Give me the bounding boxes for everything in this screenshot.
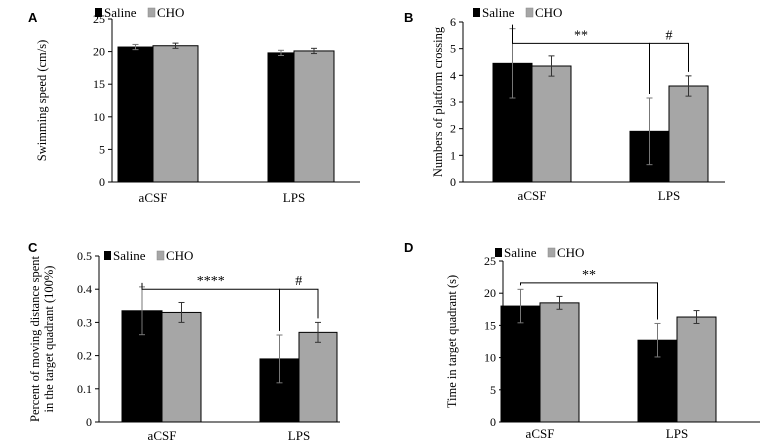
y-tick-label: 10	[93, 110, 105, 124]
y-tick-label: 0.5	[77, 249, 92, 263]
legend-swatch-saline	[495, 248, 502, 257]
y-axis-label: in the target quadrant (100%)	[42, 266, 56, 413]
y-axis-label: Time in target quadrant (s)	[445, 275, 459, 408]
bar-cho	[668, 85, 709, 183]
x-category-label: aCSF	[139, 190, 168, 205]
y-tick-label: 6	[450, 15, 456, 29]
y-tick-label: 0.1	[77, 382, 92, 396]
y-tick-label: 25	[484, 254, 496, 268]
y-tick-label: 0.2	[77, 349, 92, 363]
panel-D: D 0 5 10 15 20 25 Time in target quadrant (s) aC…	[404, 240, 760, 441]
legend-swatch-cho	[156, 250, 165, 261]
legend: Saline CHO	[473, 5, 562, 20]
x-category-label: aCSF	[518, 188, 547, 203]
significance-bracket	[649, 42, 689, 94]
y-axis-label: Percent of moving distance spent	[28, 256, 42, 422]
y-tick-label: 15	[484, 318, 496, 332]
x-category-label: LPS	[283, 190, 305, 205]
significance-label: **	[582, 268, 596, 283]
legend-label-cho: CHO	[557, 245, 584, 260]
y-tick-label: 2	[450, 122, 456, 136]
y-tick-label: 5	[99, 142, 105, 156]
legend: Saline CHO	[95, 5, 184, 20]
legend-swatch-saline	[104, 251, 111, 260]
legend: Saline CHO	[104, 248, 193, 263]
significance-label: **	[574, 28, 588, 43]
significance-bracket	[279, 288, 319, 332]
x-category-label: aCSF	[526, 426, 555, 441]
y-tick-label: 0.4	[77, 282, 92, 296]
y-tick-label: 20	[93, 45, 105, 59]
legend-swatch-cho	[147, 7, 156, 18]
legend-label-saline: Saline	[504, 245, 537, 260]
legend-swatch-cho	[547, 247, 556, 258]
bar-cho	[161, 311, 202, 423]
legend-swatch-cho	[525, 7, 534, 18]
y-tick-label: 0	[450, 175, 456, 189]
y-tick-label: 0	[86, 415, 92, 429]
bar-saline	[267, 52, 295, 183]
bar-cho	[676, 316, 717, 423]
y-tick-label: 20	[484, 286, 496, 300]
y-tick-label: 1	[450, 148, 456, 162]
bar-cho	[531, 65, 572, 183]
panel-letter: A	[28, 10, 38, 25]
y-tick-label: 10	[484, 351, 496, 365]
significance-bracket	[520, 282, 658, 320]
y-axis-label: Swimming speed (cm/s)	[35, 40, 49, 162]
panel-letter: D	[404, 240, 413, 255]
panel-letter: B	[404, 10, 413, 25]
significance-label: #	[666, 28, 673, 43]
x-category-label: LPS	[658, 188, 680, 203]
y-tick-label: 0.3	[77, 315, 92, 329]
significance-label: #	[295, 274, 302, 289]
legend-label-cho: CHO	[166, 248, 193, 263]
legend-swatch-saline	[95, 8, 102, 17]
y-tick-label: 0	[490, 415, 496, 429]
bar-cho	[539, 302, 580, 423]
legend-label-saline: Saline	[113, 248, 146, 263]
bar-saline	[117, 46, 154, 183]
bar-cho	[293, 50, 335, 183]
y-axis-label: Numbers of platform crossing	[431, 26, 445, 177]
legend-label-saline: Saline	[482, 5, 515, 20]
legend-swatch-saline	[473, 8, 480, 17]
bar-cho	[298, 331, 338, 423]
x-category-label: aCSF	[148, 428, 177, 443]
y-tick-label: 0	[99, 175, 105, 189]
bar-saline	[500, 305, 541, 423]
y-tick-label: 5	[490, 383, 496, 397]
x-category-label: LPS	[666, 426, 688, 441]
legend-label-cho: CHO	[535, 5, 562, 20]
panel-B: B 0 1 2 3 4 5 6 Numbers of platform crossing aCSF…	[404, 5, 725, 203]
y-tick-label: 3	[450, 95, 456, 109]
bar-cho	[152, 45, 199, 183]
x-category-label: LPS	[288, 428, 310, 443]
y-tick-label: 5	[450, 42, 456, 56]
legend-label-saline: Saline	[104, 5, 137, 20]
y-tick-label: 4	[450, 68, 456, 82]
legend: Saline CHO	[495, 245, 584, 260]
panel-C: C 0 0.1 0.2 0.3 0.4 0.5 Percent of moving dista…	[28, 240, 340, 443]
significance-label: ****	[197, 274, 225, 289]
panel-letter: C	[28, 240, 38, 255]
legend-label-cho: CHO	[157, 5, 184, 20]
y-tick-label: 15	[93, 77, 105, 91]
